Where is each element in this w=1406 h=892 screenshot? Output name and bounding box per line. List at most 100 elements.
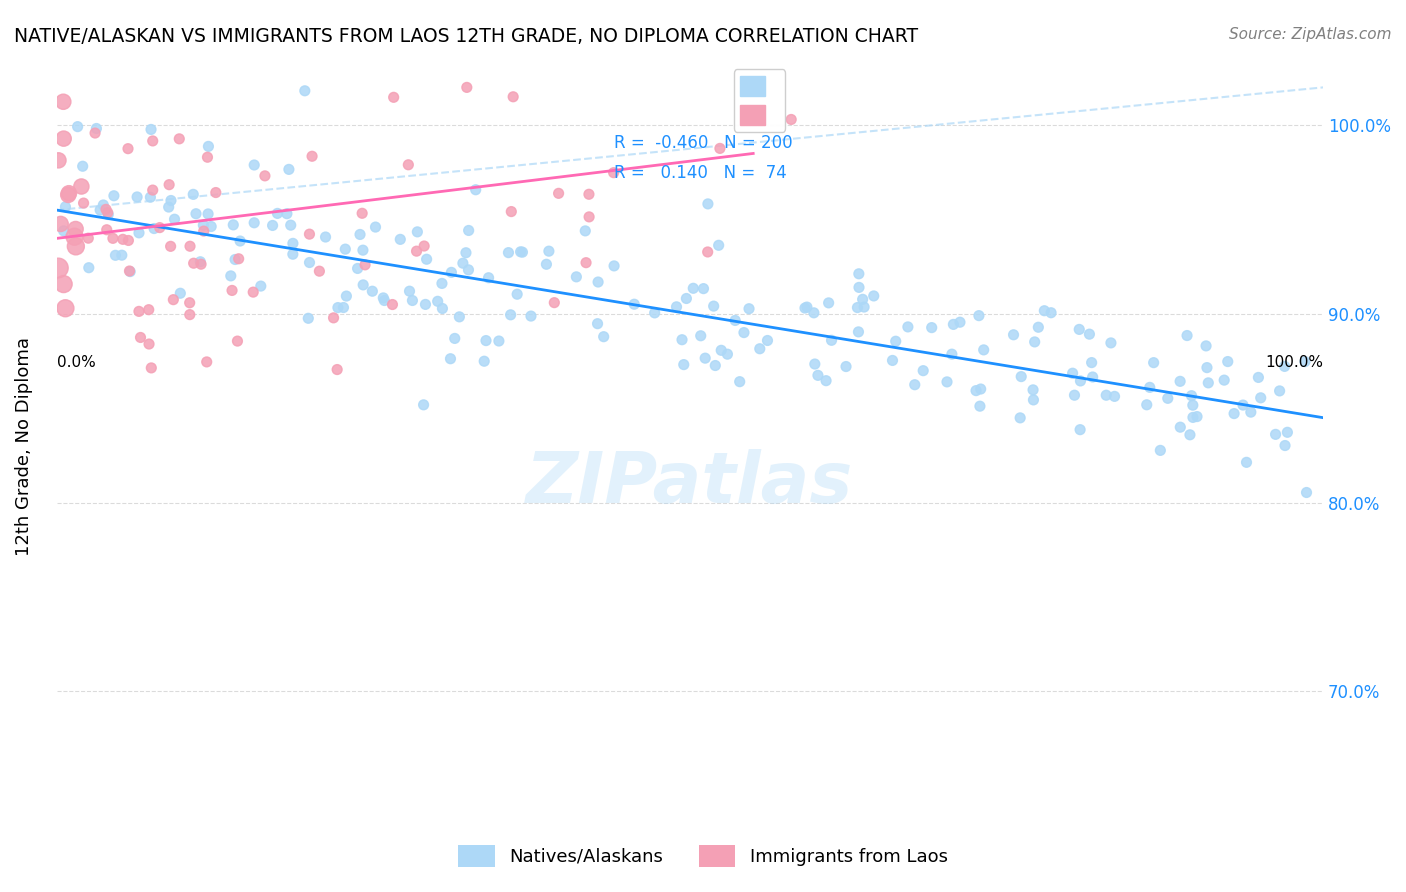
Point bbox=[229, 234, 252, 248]
Point bbox=[129, 330, 152, 344]
Point bbox=[49, 217, 72, 231]
Point bbox=[58, 186, 80, 201]
Point bbox=[509, 244, 531, 259]
Point bbox=[55, 200, 77, 214]
Point bbox=[249, 279, 271, 293]
Point bbox=[48, 153, 70, 168]
Point bbox=[1240, 405, 1263, 419]
Point bbox=[623, 297, 645, 311]
Point bbox=[443, 331, 465, 345]
Legend: Natives/Alaskans, Immigrants from Laos: Natives/Alaskans, Immigrants from Laos bbox=[451, 838, 955, 874]
Point bbox=[162, 293, 184, 307]
Point bbox=[716, 347, 738, 361]
Point bbox=[94, 202, 117, 217]
Point bbox=[352, 277, 374, 292]
Point bbox=[326, 362, 349, 376]
Point bbox=[138, 302, 160, 317]
Point bbox=[807, 368, 830, 383]
Point bbox=[936, 375, 959, 389]
Text: R =  -0.460   N = 200: R = -0.460 N = 200 bbox=[614, 134, 793, 152]
Point bbox=[58, 187, 80, 202]
Point bbox=[432, 301, 454, 316]
Point bbox=[501, 204, 523, 219]
Point bbox=[91, 198, 114, 212]
Point bbox=[1069, 423, 1091, 437]
Legend: , : , bbox=[734, 70, 786, 132]
Point bbox=[197, 207, 219, 221]
Point bbox=[142, 183, 165, 197]
Point bbox=[451, 256, 474, 270]
Point bbox=[70, 179, 93, 194]
Point bbox=[335, 242, 357, 256]
Point bbox=[298, 227, 321, 241]
Point bbox=[472, 354, 495, 368]
Point bbox=[326, 301, 349, 315]
Point bbox=[401, 293, 423, 308]
Point bbox=[103, 188, 125, 202]
Point bbox=[498, 245, 520, 260]
Point bbox=[159, 239, 181, 253]
Point bbox=[195, 355, 218, 369]
Point bbox=[415, 252, 437, 267]
Point bbox=[373, 291, 395, 305]
Point bbox=[665, 300, 688, 314]
Point bbox=[381, 297, 404, 311]
Point bbox=[281, 236, 304, 251]
Point bbox=[281, 247, 304, 261]
Point bbox=[440, 265, 463, 279]
Point bbox=[322, 310, 344, 325]
Point bbox=[65, 239, 87, 253]
Point bbox=[967, 309, 990, 323]
Point bbox=[457, 263, 479, 277]
Point bbox=[965, 384, 987, 398]
Point bbox=[1040, 306, 1063, 320]
Point bbox=[1033, 303, 1056, 318]
Point bbox=[222, 218, 245, 232]
Point bbox=[332, 301, 354, 315]
Point bbox=[143, 221, 166, 235]
Point bbox=[803, 306, 825, 320]
Point bbox=[852, 293, 875, 307]
Point bbox=[96, 223, 118, 237]
Point bbox=[373, 293, 395, 308]
Point bbox=[1178, 427, 1201, 442]
Point bbox=[644, 306, 666, 320]
Point bbox=[118, 264, 141, 278]
Point bbox=[1274, 359, 1296, 374]
Point bbox=[969, 382, 991, 396]
Point bbox=[1195, 339, 1218, 353]
Point bbox=[1213, 373, 1236, 387]
Point bbox=[862, 289, 884, 303]
Point bbox=[921, 320, 943, 334]
Point bbox=[139, 122, 162, 136]
Point bbox=[942, 318, 965, 332]
Point bbox=[1081, 370, 1104, 384]
Point bbox=[1185, 409, 1208, 424]
Point bbox=[128, 226, 150, 240]
Point bbox=[89, 202, 111, 217]
Point bbox=[1104, 389, 1126, 403]
Point bbox=[1028, 320, 1050, 334]
Point bbox=[382, 90, 405, 104]
Point bbox=[1022, 392, 1045, 407]
Point bbox=[464, 183, 486, 197]
Point bbox=[574, 224, 596, 238]
Point bbox=[586, 317, 609, 331]
Point bbox=[1168, 420, 1191, 434]
Point bbox=[728, 375, 751, 389]
Point bbox=[1024, 334, 1046, 349]
Point bbox=[117, 142, 139, 156]
Point bbox=[704, 359, 727, 373]
Point bbox=[817, 296, 839, 310]
Text: Source: ZipAtlas.com: Source: ZipAtlas.com bbox=[1229, 27, 1392, 42]
Point bbox=[1277, 425, 1299, 440]
Point bbox=[1010, 410, 1032, 425]
Point bbox=[578, 210, 600, 224]
Point bbox=[1223, 407, 1246, 421]
Point bbox=[710, 343, 733, 358]
Point bbox=[733, 326, 755, 340]
Point bbox=[179, 308, 201, 322]
Point bbox=[301, 149, 323, 163]
Point bbox=[1268, 384, 1291, 398]
Point bbox=[488, 334, 510, 348]
